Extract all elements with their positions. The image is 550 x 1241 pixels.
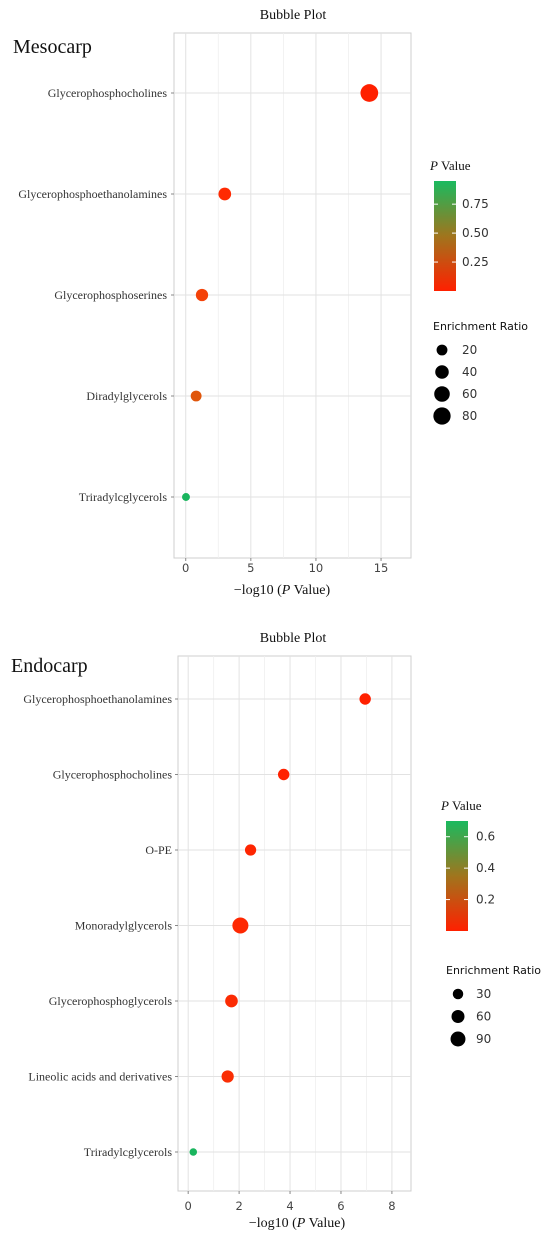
grid xyxy=(178,656,411,1191)
x-tick-label: 2 xyxy=(235,1199,242,1213)
size-legend: Enrichment Ratio 20 40 60 80 xyxy=(433,320,528,425)
bubble xyxy=(221,1070,234,1083)
color-tick-label: 0.2 xyxy=(476,893,495,907)
size-legend-dot xyxy=(434,386,450,402)
category-labels: Glycerophosphocholines Glycerophosphoetha… xyxy=(18,86,174,504)
bubble xyxy=(218,187,232,201)
size-legend-title: Enrichment Ratio xyxy=(446,964,541,977)
category-label: Glycerophosphoserines xyxy=(54,288,167,302)
category-label: Triradylcglycerols xyxy=(84,1145,173,1159)
color-tick-label: 0.25 xyxy=(462,255,489,269)
category-label: Diradylglycerols xyxy=(86,389,167,403)
size-legend-dot xyxy=(433,407,451,425)
bubble xyxy=(277,768,290,781)
category-label: Glycerophosphocholines xyxy=(53,768,173,782)
size-legend-label: 30 xyxy=(476,987,491,1001)
x-tick-label: 8 xyxy=(388,1199,395,1213)
chart-endocarp: Bubble Plot Endocarp Glycerophosphoethan… xyxy=(11,631,541,1231)
category-label: Glycerophosphoglycerols xyxy=(49,994,173,1008)
color-legend-title: P Value xyxy=(429,158,471,173)
size-legend-title: Enrichment Ratio xyxy=(433,320,528,333)
category-label: Glycerophosphoethanolamines xyxy=(18,187,167,201)
size-legend-label: 60 xyxy=(462,387,477,401)
chart-title: Bubble Plot xyxy=(260,631,327,646)
color-legend: P Value 0.75 0.50 0.25 xyxy=(429,158,489,291)
x-tick-label: 4 xyxy=(286,1199,293,1213)
bubble xyxy=(359,693,371,705)
color-tick-label: 0.75 xyxy=(462,197,489,211)
size-legend-dot xyxy=(450,1031,466,1047)
category-label: Lineolic acids and derivatives xyxy=(28,1070,172,1084)
x-axis-ticks: 0 2 4 6 8 xyxy=(185,1191,396,1213)
x-tick-label: 0 xyxy=(185,1199,192,1213)
size-legend-dot xyxy=(452,988,464,1000)
color-legend-ticks: 0.6 0.4 0.2 xyxy=(446,830,495,907)
bubbles xyxy=(189,693,371,1156)
grid xyxy=(174,33,411,558)
x-tick-label: 15 xyxy=(374,561,389,575)
size-legend-items: 30 60 90 xyxy=(450,987,491,1047)
color-legend-ticks: 0.75 0.50 0.25 xyxy=(434,197,489,269)
plot-area xyxy=(177,655,412,1192)
x-axis-label: −log10 (P Value) xyxy=(234,583,331,598)
category-labels: Glycerophosphoethanolamines Glycerophosph… xyxy=(23,692,178,1159)
bubble xyxy=(244,844,257,856)
bubble xyxy=(232,917,249,934)
color-tick-label: 0.4 xyxy=(476,861,495,875)
bubble xyxy=(189,1148,198,1156)
bubble xyxy=(190,390,202,402)
size-legend-label: 80 xyxy=(462,409,477,423)
color-tick-label: 0.50 xyxy=(462,226,489,240)
x-tick-label: 0 xyxy=(182,561,189,575)
panel-label: Endocarp xyxy=(11,655,88,677)
size-legend-items: 20 40 60 80 xyxy=(433,343,477,425)
bubble xyxy=(360,84,379,102)
color-bar xyxy=(446,821,468,931)
panel-label: Mesocarp xyxy=(13,36,92,58)
size-legend: Enrichment Ratio 30 60 90 xyxy=(446,964,541,1047)
x-tick-label: 10 xyxy=(309,561,324,575)
color-tick-label: 0.6 xyxy=(476,830,495,844)
bubbles xyxy=(182,84,379,501)
size-legend-dot xyxy=(451,1010,465,1023)
x-tick-label: 6 xyxy=(337,1199,344,1213)
x-tick-label: 5 xyxy=(247,561,254,575)
bubble xyxy=(225,994,238,1008)
category-label: Glycerophosphoethanolamines xyxy=(23,692,172,706)
category-label: Glycerophosphocholines xyxy=(48,86,168,100)
size-legend-dot xyxy=(435,365,449,379)
category-label: O-PE xyxy=(145,843,172,857)
size-legend-label: 20 xyxy=(462,343,477,357)
size-legend-label: 60 xyxy=(476,1010,491,1024)
x-axis-label: −log10 (P Value) xyxy=(249,1216,346,1231)
category-label: Triradylcglycerols xyxy=(79,490,168,504)
size-legend-dot xyxy=(436,344,448,356)
bubble xyxy=(182,493,190,501)
size-legend-label: 40 xyxy=(462,365,477,379)
x-axis-ticks: 0 5 10 15 xyxy=(182,558,388,575)
chart-title: Bubble Plot xyxy=(260,8,327,23)
chart-mesocarp: Bubble Plot Mesocarp Glycerophosphocholi… xyxy=(13,8,528,598)
color-legend: P Value 0.6 0.4 0.2 xyxy=(440,798,495,931)
color-legend-title: P Value xyxy=(440,798,482,813)
color-bar xyxy=(434,181,456,291)
category-label: Monoradylglycerols xyxy=(75,919,173,933)
size-legend-label: 90 xyxy=(476,1032,491,1046)
bubble xyxy=(195,288,209,302)
